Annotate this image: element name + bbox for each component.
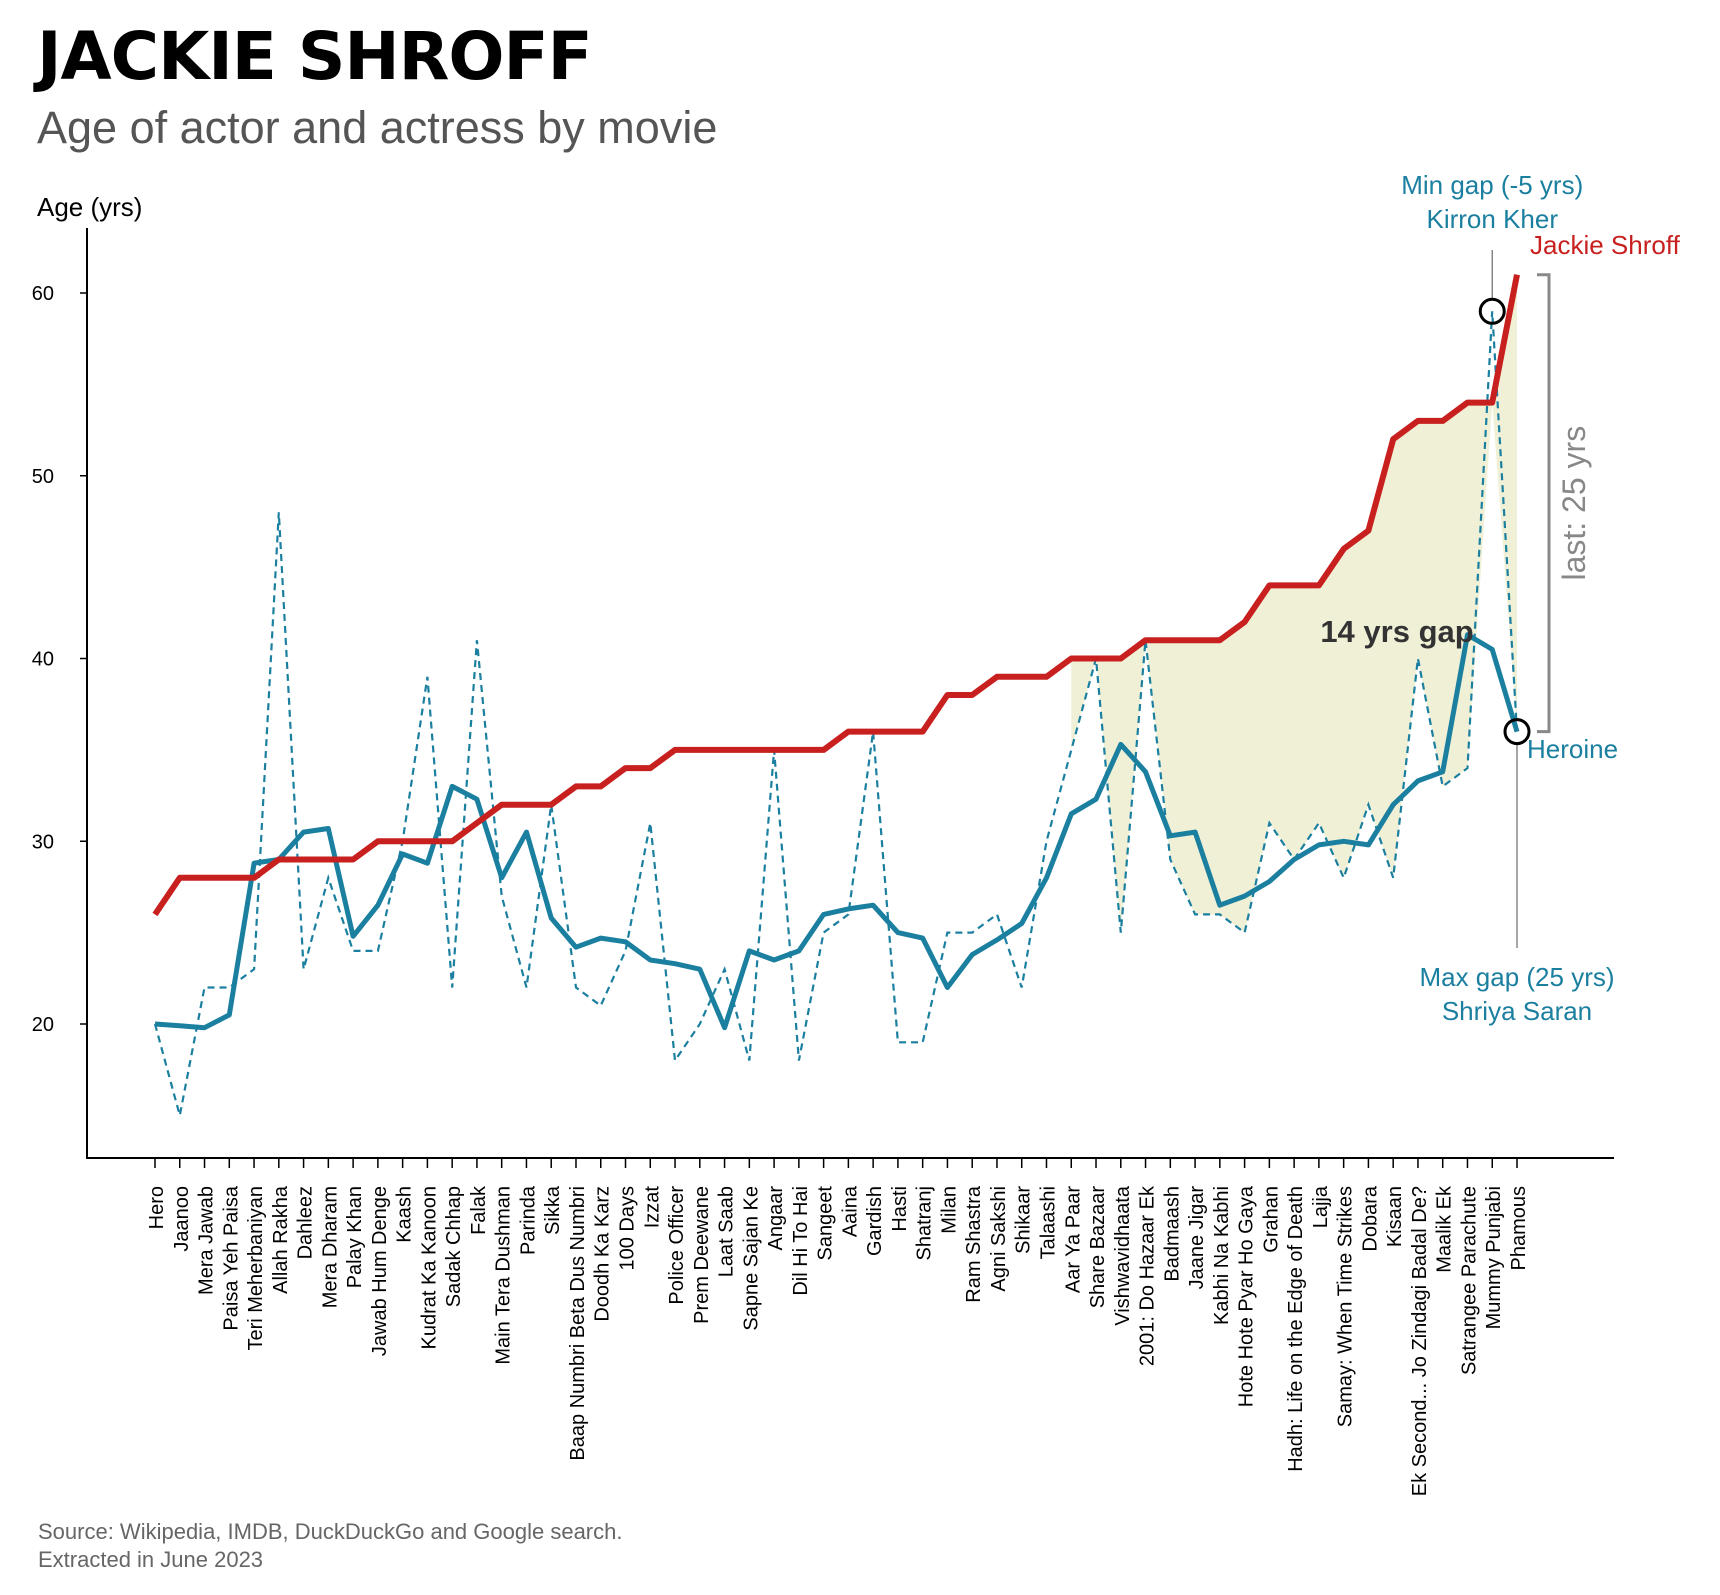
x-tick-label: Grahan [1260,1186,1282,1253]
x-tick-label: Parinda [517,1185,539,1255]
extraction-date: Extracted in June 2023 [38,1547,264,1572]
last-gap-label: last: 25 yrs [1556,426,1592,581]
gap-fill-area [1071,274,1517,933]
x-tick-label: Samay: When Time Strikes [1335,1186,1357,1427]
x-tick-label: 100 Days [617,1186,639,1271]
x-tick-label: Dahleez [295,1186,317,1259]
x-tick-label: Badmaash [1161,1186,1183,1282]
x-tick-label: Teri Meherbaniyan [245,1186,267,1351]
series [152,274,1520,1116]
x-tick-label: Prem Deewane [691,1186,713,1324]
x-tick-label: Dobara [1359,1185,1381,1251]
x-tick-label: Sikka [542,1185,564,1235]
y-tick-label: 60 [32,283,54,305]
max-gap-name: Shriya Saran [1442,996,1592,1026]
min-gap-label: Min gap (-5 yrs) [1401,170,1583,200]
x-tick-label: Talaashi [1037,1186,1059,1259]
x-tick-label: Dil Hi To Hai [790,1186,812,1296]
x-tick-label: Police Officer [666,1186,688,1305]
x-tick-label: Aaina [839,1185,861,1237]
min-gap-name: Kirron Kher [1426,204,1558,234]
x-tick-label: Mera Dharam [319,1186,341,1308]
x-tick-label: Ek Second... Jo Zindagi Badal De? [1409,1186,1431,1496]
y-tick-label: 40 [32,649,54,671]
x-tick-label: Lajja [1310,1185,1332,1228]
x-tick-label: Share Bazaar [1087,1186,1109,1309]
x-tick-label: Angaar [765,1186,787,1251]
x-tick-label: Sadak Chhap [443,1186,465,1307]
chart-title: JACKIE SHROFF [37,18,593,95]
x-tick-label: Jaane Jigar [1186,1186,1208,1290]
x-tick-label: Satrangee Parachute [1458,1186,1480,1375]
last-gap-bracket [1537,273,1551,734]
x-tick-label: Sapne Sajan Ke [740,1186,762,1331]
x-tick-label: Milan [938,1186,960,1234]
x-tick-label: Ram Shastra [963,1185,985,1303]
axes: Age (yrs) [37,192,1614,1159]
max-gap-label: Max gap (25 yrs) [1419,962,1614,992]
x-tick-label: Hero [146,1186,168,1229]
x-tick-label: Jawab Hum Denge [369,1186,391,1356]
x-tick-label: Hote Hote Pyar Ho Gaya [1236,1185,1258,1407]
annotations: Min gap (-5 yrs) Kirron Kher Max gap (25… [1320,170,1680,1026]
x-tick-label: Kaash [394,1186,416,1243]
x-tick-label: Mera Jawab [196,1186,218,1295]
x-tick-label: Agni Sakshi [988,1186,1010,1292]
x-tick-label: Shatranj [914,1186,936,1261]
x-tick-label: Shikaar [1013,1186,1035,1254]
x-tick-label: Main Tera Dushman [493,1186,515,1365]
x-tick-label: Izzat [641,1186,663,1229]
x-tick-label: Kudrat Ka Kanoon [418,1186,440,1349]
gap-label: 14 yrs gap [1320,614,1473,649]
min-gap-marker [1478,297,1506,325]
x-tick-label: Phamous [1508,1186,1530,1271]
x-tick-label: Allah Rakha [270,1185,292,1294]
x-tick-label: 2001: Do Hazaar Ek [1137,1185,1159,1366]
chart-subtitle: Age of actor and actress by movie [37,102,718,153]
heroine-age-dashed-line [153,311,1519,1116]
x-tick-label: Sangeet [815,1186,837,1261]
x-tick-label: Paisa Yeh Paisa [220,1185,242,1330]
x-tick-label: Doodh Ka Karz [592,1186,614,1322]
x-tick-label: Aar Ya Paar [1062,1186,1084,1293]
x-tick-label: Gardish [864,1186,886,1256]
source-note: Source: Wikipedia, IMDB, DuckDuckGo and … [38,1518,622,1574]
x-tick-label: Jaanoo [171,1186,193,1252]
actor-series-label: Jackie Shroff [1530,230,1681,260]
heroine-series-label: Heroine [1527,734,1618,764]
x-tick-label: Maalik Ek [1434,1185,1456,1273]
x-tick-label: Hadh: Life on the Edge of Death [1285,1186,1307,1472]
x-tick-label: Kabhi Na Kabhi [1211,1186,1233,1325]
x-tick-label: Kisaan [1384,1186,1406,1247]
y-axis-label: Age (yrs) [37,192,142,222]
y-tick-label: 20 [32,1014,54,1036]
x-tick-label: Mummy Punjabi [1483,1186,1505,1329]
y-ticks: 20 30 40 50 60 [32,283,87,1036]
x-tick-label: Vishwavidhaata [1112,1185,1134,1326]
max-gap-marker [1503,718,1531,746]
x-tick-label: Laat Saab [716,1186,738,1277]
y-tick-label: 50 [32,466,54,488]
x-tick-label: Hasti [889,1186,911,1232]
x-tick-label: Falak [468,1185,490,1235]
actor-age-line [152,274,1520,917]
y-tick-label: 30 [32,831,54,853]
gap-area [1071,274,1517,933]
heroine-age-line [154,632,1520,1031]
x-ticks: Hero Jaanoo Mera Jawab Paisa Yeh Paisa Teri … [146,1158,1530,1496]
x-tick-label: Baap Numbri Beta Dus Numbri [567,1186,589,1461]
source-line: Source: Wikipedia, IMDB, DuckDuckGo and … [38,1519,623,1544]
x-tick-label: Palay Khan [344,1186,366,1288]
